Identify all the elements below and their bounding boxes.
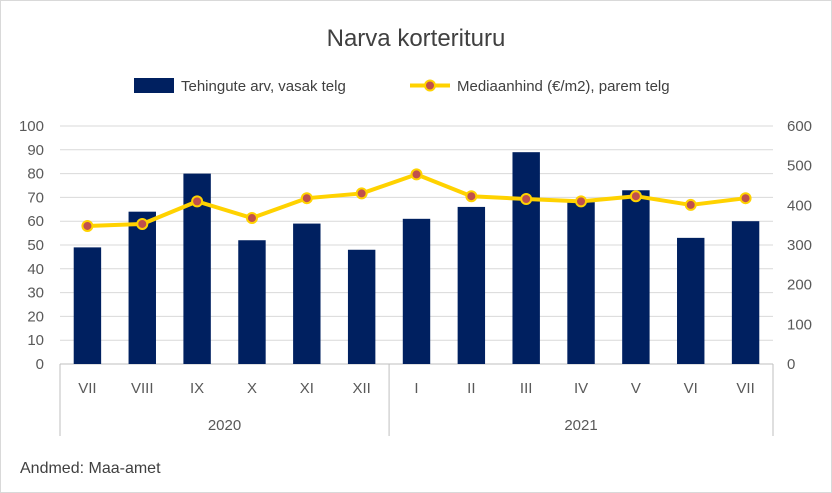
line-point	[684, 198, 697, 211]
y-tick-right: 200	[787, 277, 812, 294]
x-group-label: 2020	[208, 417, 241, 434]
line-point	[465, 190, 478, 203]
y-tick-left: 60	[27, 213, 44, 230]
legend-swatch-marker	[424, 79, 436, 92]
bar	[238, 240, 266, 364]
bar	[347, 249, 376, 364]
line-point	[245, 212, 258, 225]
line-point	[355, 187, 368, 200]
line-point	[739, 192, 752, 205]
y-tick-right: 600	[787, 118, 812, 135]
bar	[402, 218, 431, 364]
chart-title: Narva korterituru	[327, 25, 506, 52]
x-tick-label: XI	[300, 380, 314, 397]
bar	[731, 221, 760, 364]
legend-label-bar: Tehingute arv, vasak telg	[181, 78, 346, 95]
y-tick-left: 20	[27, 308, 44, 325]
y-tick-right: 0	[787, 356, 795, 373]
y-tick-left: 80	[27, 166, 44, 183]
bars	[73, 152, 760, 364]
line-point	[410, 168, 423, 181]
bar	[128, 211, 156, 364]
x-tick-label: VIII	[131, 380, 154, 397]
line-point	[191, 195, 204, 208]
line-point	[81, 219, 94, 232]
legend-swatch-bar	[134, 78, 174, 93]
y-tick-left: 90	[27, 142, 44, 159]
x-tick-label: VII	[78, 380, 96, 397]
line-point	[575, 195, 588, 208]
y-axis-left: 0 10 20 30 40 50 60 70 80 90 100	[19, 118, 44, 373]
y-tick-right: 300	[787, 237, 812, 254]
legend: Tehingute arv, vasak telg Mediaanhind (€…	[134, 78, 670, 95]
x-tick-label: IX	[190, 380, 204, 397]
x-tick-label: XII	[352, 380, 370, 397]
bar	[677, 237, 705, 364]
legend-label-line: Mediaanhind (€/m2), parem telg	[457, 78, 670, 95]
x-tick-label: II	[467, 380, 475, 397]
bar	[512, 152, 540, 364]
y-tick-left: 10	[27, 332, 44, 349]
y-tick-left: 40	[27, 261, 44, 278]
y-tick-left: 0	[36, 356, 44, 373]
x-tick-label: III	[520, 380, 533, 397]
y-tick-right: 500	[787, 158, 812, 175]
x-tick-label: IV	[574, 380, 588, 397]
y-tick-left: 100	[19, 118, 44, 135]
x-tick-label: I	[414, 380, 418, 397]
bar	[622, 190, 650, 364]
x-tick-label: VI	[684, 380, 698, 397]
bar	[73, 247, 102, 364]
bar	[567, 202, 595, 364]
line-point	[520, 192, 533, 205]
source-note: Andmed: Maa-amet	[20, 460, 161, 477]
y-tick-left: 30	[27, 285, 44, 302]
y-tick-right: 400	[787, 197, 812, 214]
x-tick-label: X	[247, 380, 257, 397]
y-tick-right: 100	[787, 316, 812, 333]
bar	[293, 223, 321, 364]
y-axis-right: 0 100 200 300 400 500 600	[787, 118, 812, 373]
line-point	[300, 192, 313, 205]
x-group-label: 2021	[564, 417, 597, 434]
line-point	[629, 190, 642, 203]
y-tick-left: 70	[27, 189, 44, 206]
line-point	[136, 217, 149, 230]
y-tick-left: 50	[27, 237, 44, 254]
bar	[457, 206, 486, 364]
x-tick-label: VII	[736, 380, 754, 397]
x-tick-label: V	[631, 380, 641, 397]
line-series	[81, 168, 752, 232]
